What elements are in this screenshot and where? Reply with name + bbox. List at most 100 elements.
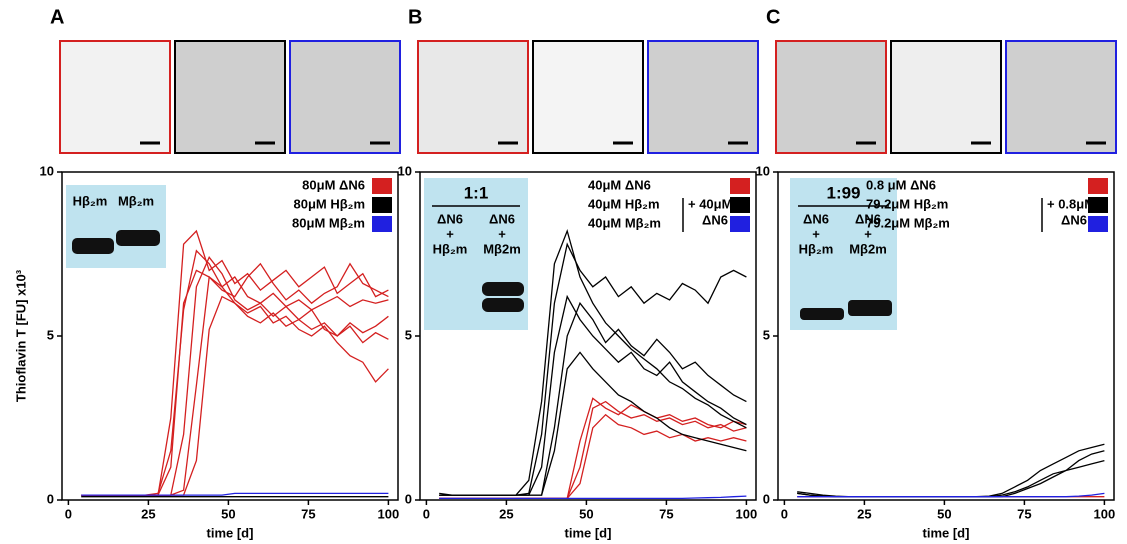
x-tick-label: 0 bbox=[423, 506, 430, 521]
x-tick-label: 75 bbox=[1017, 506, 1031, 521]
micrograph bbox=[775, 40, 887, 154]
inset-label: Mβ2m bbox=[483, 241, 521, 256]
panel-letter: C bbox=[766, 6, 780, 28]
micrograph bbox=[532, 40, 644, 154]
trace bbox=[797, 443, 1105, 498]
x-tick-label: 0 bbox=[781, 506, 788, 521]
y-tick-label: 0 bbox=[763, 491, 770, 506]
trace bbox=[439, 495, 747, 500]
inset-label: ΔN6 bbox=[803, 211, 829, 226]
legend-label: 40μM Mβ₂m bbox=[588, 215, 661, 230]
legend-swatch bbox=[372, 197, 392, 213]
x-axis-label: time [d] bbox=[207, 525, 254, 540]
y-tick-label: 10 bbox=[398, 163, 412, 178]
legend-label: 80μM ΔN6 bbox=[302, 177, 365, 192]
y-tick-label: 0 bbox=[47, 491, 54, 506]
legend-swatch bbox=[730, 178, 750, 194]
trace bbox=[81, 249, 389, 496]
inset-label: ΔN6 bbox=[855, 211, 881, 226]
gel-band bbox=[72, 238, 114, 254]
legend-swatch bbox=[730, 216, 750, 232]
gel-band bbox=[800, 308, 844, 320]
x-tick-label: 25 bbox=[857, 506, 871, 521]
x-tick-label: 100 bbox=[736, 506, 758, 521]
trace bbox=[797, 450, 1105, 498]
micrograph bbox=[1005, 40, 1117, 154]
trace bbox=[81, 256, 389, 496]
y-tick-label: 0 bbox=[405, 491, 412, 506]
legend-swatch bbox=[730, 197, 750, 213]
micrograph bbox=[174, 40, 286, 154]
legend-note: + 40μM bbox=[688, 196, 732, 211]
inset-label: + bbox=[446, 226, 454, 241]
trace bbox=[797, 492, 1105, 498]
y-tick-label: 5 bbox=[405, 327, 412, 342]
legend-note: ΔN6 bbox=[702, 212, 728, 227]
inset-label: Mβ2m bbox=[849, 241, 887, 256]
legend-swatch bbox=[1088, 178, 1108, 194]
trace bbox=[439, 397, 747, 500]
x-tick-label: 75 bbox=[659, 506, 673, 521]
y-tick-label: 10 bbox=[40, 163, 54, 178]
inset-label: + bbox=[864, 226, 872, 241]
inset-label: Hβ₂m bbox=[73, 193, 108, 208]
x-tick-label: 50 bbox=[579, 506, 593, 521]
x-tick-label: 25 bbox=[141, 506, 155, 521]
inset-label: ΔN6 bbox=[437, 211, 463, 226]
legend-note: ΔN6 bbox=[1061, 212, 1087, 227]
micrograph bbox=[59, 40, 171, 154]
x-tick-label: 75 bbox=[301, 506, 315, 521]
inset-label: + bbox=[812, 226, 820, 241]
y-axis-label: Thioflavin T [FU] x10³ bbox=[13, 269, 28, 402]
panel-letter: B bbox=[408, 6, 422, 28]
inset-label: Hβ₂m bbox=[433, 241, 468, 256]
legend-swatch bbox=[1088, 216, 1108, 232]
gel-band bbox=[482, 282, 524, 296]
legend-label: 80μM Mβ₂m bbox=[292, 215, 365, 230]
x-tick-label: 100 bbox=[378, 506, 400, 521]
legend-label: 80μM Hβ₂m bbox=[293, 196, 365, 211]
x-axis-label: time [d] bbox=[923, 525, 970, 540]
gel-band bbox=[848, 300, 892, 316]
trace bbox=[439, 413, 747, 500]
inset-label: + bbox=[498, 226, 506, 241]
inset-title: 1:99 bbox=[826, 183, 860, 202]
x-tick-label: 0 bbox=[65, 506, 72, 521]
legend-swatch bbox=[372, 178, 392, 194]
legend-swatch bbox=[1088, 197, 1108, 213]
y-tick-label: 5 bbox=[763, 327, 770, 342]
x-tick-label: 100 bbox=[1094, 506, 1116, 521]
inset-label: ΔN6 bbox=[489, 211, 515, 226]
micrograph bbox=[890, 40, 1002, 154]
trace bbox=[81, 492, 389, 496]
x-tick-label: 50 bbox=[221, 506, 235, 521]
inset-label: Mβ₂m bbox=[118, 193, 154, 208]
x-axis-label: time [d] bbox=[565, 525, 612, 540]
legend-label: 40μM ΔN6 bbox=[588, 177, 651, 192]
gel-band bbox=[482, 298, 524, 312]
legend-swatch bbox=[372, 216, 392, 232]
trace bbox=[439, 400, 747, 500]
legend-note: + 0.8μM bbox=[1047, 196, 1095, 211]
trace bbox=[81, 229, 389, 496]
x-tick-label: 50 bbox=[937, 506, 951, 521]
inset-title: 1:1 bbox=[464, 183, 489, 202]
inset-box bbox=[66, 185, 166, 268]
y-tick-label: 10 bbox=[756, 163, 770, 178]
x-tick-label: 25 bbox=[499, 506, 513, 521]
panel-letter: A bbox=[50, 6, 64, 28]
y-tick-label: 5 bbox=[47, 327, 54, 342]
legend-label: 0.8 μM ΔN6 bbox=[866, 177, 936, 192]
trace bbox=[81, 275, 389, 496]
gel-band bbox=[116, 230, 160, 246]
legend-label: 79.2μM Mβ₂m bbox=[866, 215, 950, 230]
legend-label: 40μM Hβ₂m bbox=[588, 196, 660, 211]
trace bbox=[797, 459, 1105, 498]
inset-label: Hβ₂m bbox=[799, 241, 834, 256]
micrograph bbox=[417, 40, 529, 154]
trace bbox=[439, 351, 747, 496]
trace bbox=[81, 295, 389, 496]
micrograph bbox=[647, 40, 759, 154]
micrograph bbox=[289, 40, 401, 154]
